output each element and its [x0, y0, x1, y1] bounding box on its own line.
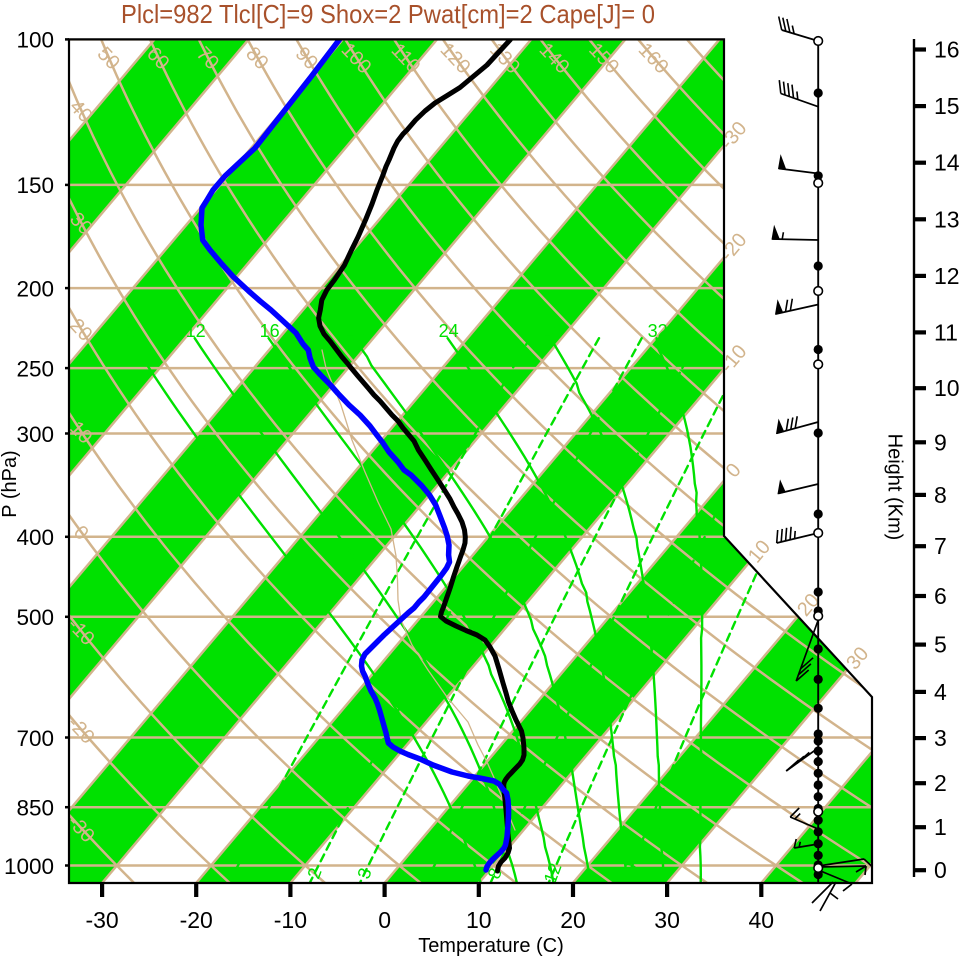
- svg-text:40: 40: [749, 907, 775, 933]
- svg-text:300: 300: [16, 422, 54, 447]
- svg-text:14: 14: [934, 150, 960, 176]
- svg-text:500: 500: [16, 605, 54, 630]
- svg-text:Plcl=982 Tlcl[C]=9 Shox=2 Pwat: Plcl=982 Tlcl[C]=9 Shox=2 Pwat[cm]=2 Cap…: [121, 0, 655, 29]
- svg-text:13: 13: [934, 206, 960, 232]
- svg-text:P (hPa): P (hPa): [0, 450, 21, 517]
- svg-text:100: 100: [16, 28, 54, 53]
- svg-text:12: 12: [186, 321, 206, 341]
- svg-text:12: 12: [934, 263, 960, 289]
- svg-text:850: 850: [16, 796, 54, 821]
- svg-text:1000: 1000: [4, 854, 54, 879]
- svg-text:9: 9: [934, 429, 947, 455]
- svg-text:20: 20: [345, 321, 365, 341]
- svg-text:20: 20: [560, 907, 586, 933]
- svg-text:10: 10: [466, 907, 492, 933]
- svg-text:4: 4: [934, 679, 947, 705]
- svg-text:8: 8: [126, 321, 136, 341]
- svg-text:-10: -10: [274, 907, 307, 933]
- svg-text:400: 400: [16, 525, 54, 550]
- svg-text:8: 8: [934, 482, 947, 508]
- svg-text:Temperature (C): Temperature (C): [418, 935, 564, 957]
- svg-text:0: 0: [378, 907, 391, 933]
- svg-text:-20: -20: [180, 907, 213, 933]
- svg-text:-30: -30: [85, 907, 118, 933]
- svg-text:28: 28: [541, 321, 561, 341]
- svg-text:150: 150: [16, 173, 54, 198]
- svg-text:5: 5: [934, 632, 947, 658]
- svg-text:200: 200: [16, 276, 54, 301]
- svg-text:3: 3: [934, 725, 947, 751]
- svg-text:Height (Km): Height (Km): [884, 434, 906, 541]
- svg-text:1: 1: [934, 814, 947, 840]
- svg-text:0: 0: [934, 857, 947, 883]
- svg-text:30: 30: [654, 907, 680, 933]
- svg-text:7: 7: [934, 533, 947, 559]
- svg-text:700: 700: [16, 726, 54, 751]
- svg-text:15: 15: [934, 93, 960, 119]
- svg-text:16: 16: [260, 321, 280, 341]
- svg-text:250: 250: [16, 356, 54, 381]
- svg-text:24: 24: [439, 321, 459, 341]
- svg-text:16: 16: [934, 37, 960, 63]
- svg-text:10: 10: [934, 375, 960, 401]
- svg-text:11: 11: [934, 319, 958, 345]
- svg-text:6: 6: [934, 583, 947, 609]
- svg-text:32: 32: [648, 321, 668, 341]
- svg-text:2: 2: [934, 770, 947, 796]
